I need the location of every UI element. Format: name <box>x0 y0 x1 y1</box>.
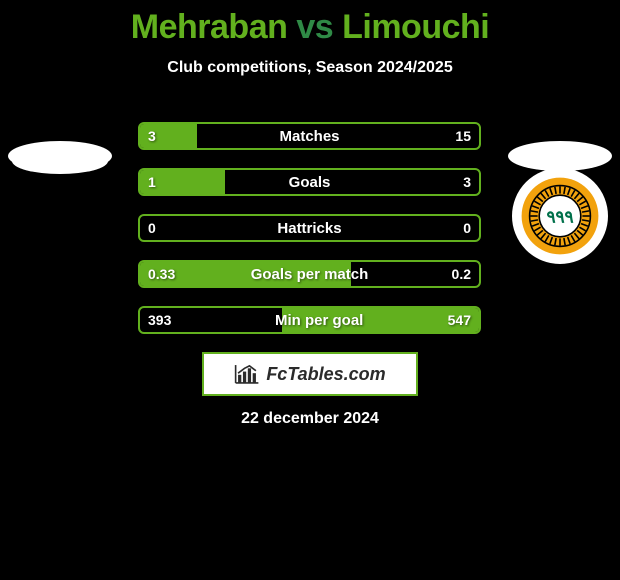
bar-value-left: 1 <box>148 174 156 190</box>
stat-bars: Matches315Goals13Hattricks00Goals per ma… <box>138 122 481 352</box>
bar-value-left: 393 <box>148 312 171 328</box>
player-left-name: Mehraban <box>131 8 288 46</box>
stat-bar: Hattricks0 0 <box>138 214 481 242</box>
bar-label: Min per goal <box>140 312 479 329</box>
bar-label: Goals per match <box>140 266 479 283</box>
club-glyph: ۹۹۹ <box>546 207 573 226</box>
bar-value-left: 0 <box>148 220 156 236</box>
stat-bar: Matches3 15 <box>138 122 481 150</box>
chart-icon <box>234 363 260 385</box>
bar-value-right: 3 <box>463 174 471 190</box>
club-right-logo: ۹۹۹ <box>520 176 600 256</box>
brand-badge[interactable]: FcTables.com <box>202 352 418 396</box>
player-left-avatar <box>6 102 114 210</box>
bar-label: Hattricks <box>140 220 479 237</box>
player-right-name: Limouchi <box>342 8 489 46</box>
bar-value-right: 15 <box>455 128 471 144</box>
comparison-card: Mehraban vs Limouchi Club competitions, … <box>0 0 620 580</box>
page-title: Mehraban vs Limouchi <box>0 0 620 47</box>
bar-value-right: 547 <box>448 312 471 328</box>
stat-bar: Goals per match0.33 0.2 <box>138 260 481 288</box>
stat-bar: Goals1 3 <box>138 168 481 196</box>
bar-label: Goals <box>140 174 479 191</box>
club-right-badge: ۹۹۹ <box>512 168 608 264</box>
bar-value-left: 0.33 <box>148 266 175 282</box>
bar-value-right: 0 <box>463 220 471 236</box>
brand-text: FcTables.com <box>266 364 385 385</box>
subtitle: Club competitions, Season 2024/2025 <box>0 59 620 77</box>
bar-label: Matches <box>140 128 479 145</box>
date-label: 22 december 2024 <box>0 410 620 428</box>
bar-value-right: 0.2 <box>452 266 471 282</box>
title-vs: vs <box>296 8 333 46</box>
stat-bar: Min per goal393 547 <box>138 306 481 334</box>
bar-value-left: 3 <box>148 128 156 144</box>
